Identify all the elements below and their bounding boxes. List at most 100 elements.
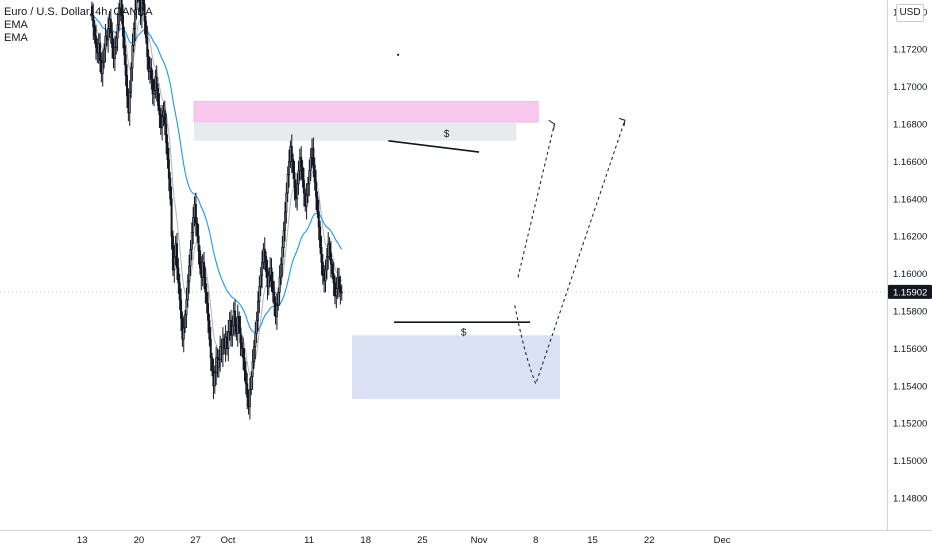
candle-body xyxy=(309,157,312,172)
candle-body xyxy=(107,28,110,41)
current-price-label: 1.15902 xyxy=(893,287,927,298)
candle-body xyxy=(189,248,192,267)
projection-down-up-line xyxy=(514,120,626,386)
candle-body xyxy=(265,256,268,273)
candle-body xyxy=(92,15,95,28)
price-tick-label: 1.16400 xyxy=(893,194,927,205)
candle-body xyxy=(301,166,304,181)
candle-body xyxy=(288,160,291,175)
price-tick-label: 1.17200 xyxy=(893,45,927,56)
time-axis-bg xyxy=(0,530,932,550)
candle-body xyxy=(208,319,211,340)
candle-body xyxy=(246,383,249,398)
candle-body xyxy=(147,56,150,73)
candle-body xyxy=(182,327,185,340)
candle-body xyxy=(244,370,247,385)
time-tick-label: 13 xyxy=(77,535,88,546)
supply-grey-zone xyxy=(193,122,517,141)
candle-body xyxy=(320,247,323,263)
price-tick-label: 1.15600 xyxy=(893,344,927,355)
time-tick-label: 27 xyxy=(190,535,201,546)
candle-body xyxy=(161,116,164,129)
candle-body xyxy=(134,9,137,30)
candle-body xyxy=(211,357,214,372)
candle-body xyxy=(279,263,282,278)
candle-body xyxy=(167,159,170,179)
time-tick-label: 22 xyxy=(644,535,655,546)
candle-body xyxy=(250,376,253,390)
candle-body xyxy=(325,256,328,271)
candle-body xyxy=(104,35,107,50)
time-tick-label: 8 xyxy=(533,535,538,546)
candle-body xyxy=(153,89,156,95)
candle-body xyxy=(217,359,220,368)
candle-body xyxy=(209,338,212,359)
candle-body xyxy=(117,7,120,26)
price-tick-label: 1.15200 xyxy=(893,419,927,430)
price-tick-label: 1.16800 xyxy=(893,120,927,131)
candle-body xyxy=(185,299,188,316)
candle-body xyxy=(306,183,309,196)
candle-body xyxy=(258,286,261,303)
candle-body xyxy=(313,164,316,183)
candle-body xyxy=(317,211,320,228)
candle-body xyxy=(332,273,335,284)
candle-body xyxy=(273,291,276,304)
price-tick-label: 1.14800 xyxy=(893,494,927,505)
candle-body xyxy=(204,276,207,293)
symbol-title[interactable]: Euro / U.S. Dollar, 4h, OANDA xyxy=(4,6,153,18)
candle-body xyxy=(190,232,193,250)
candle-body xyxy=(257,301,260,321)
candle-body xyxy=(194,204,197,224)
candle-body xyxy=(277,291,280,306)
time-tick-label: 25 xyxy=(417,535,428,546)
time-tick-label: 15 xyxy=(587,535,598,546)
candle-body xyxy=(121,15,124,37)
supply-zone xyxy=(193,101,539,123)
candle-body xyxy=(169,177,172,200)
candle-body xyxy=(267,275,270,288)
candle-body xyxy=(135,0,138,11)
liquidity-label-bottom: $ xyxy=(461,327,467,338)
candle-body xyxy=(144,20,147,39)
candle-body xyxy=(234,310,237,325)
price-tick-label: 1.16600 xyxy=(893,157,927,168)
candle-body xyxy=(184,314,187,329)
ema-fast-legend[interactable]: EMA xyxy=(4,19,28,31)
candle-body xyxy=(335,288,338,297)
candle-body xyxy=(180,299,183,319)
candle-body xyxy=(321,261,324,276)
candle-body xyxy=(177,267,180,284)
candle-body xyxy=(131,45,134,69)
candle-body xyxy=(186,280,189,301)
candle-body xyxy=(308,170,311,185)
candle-body xyxy=(339,286,342,293)
candle-body xyxy=(248,389,251,407)
candle-body xyxy=(243,357,246,372)
candle-body xyxy=(163,110,166,125)
candle-body xyxy=(158,104,161,116)
liquidity-label-top: $ xyxy=(444,129,450,140)
candle-body xyxy=(143,3,146,22)
currency-button[interactable]: USD xyxy=(896,4,924,22)
candle-body xyxy=(120,0,123,16)
time-tick-label: Nov xyxy=(471,535,488,546)
candle-body xyxy=(285,192,288,213)
candle-body xyxy=(101,61,104,74)
time-tick-label: 11 xyxy=(304,535,314,546)
price-tick-label: 1.16200 xyxy=(893,232,927,243)
marker-dot xyxy=(397,53,400,56)
time-tick-label: Oct xyxy=(221,535,236,546)
candle-body xyxy=(231,325,234,336)
candle-body xyxy=(93,26,96,37)
candle-body xyxy=(338,276,341,288)
candle-body xyxy=(109,18,112,33)
candle-body xyxy=(165,123,168,144)
candle-body xyxy=(316,196,319,213)
candle-body xyxy=(251,361,254,377)
ema-slow-legend[interactable]: EMA xyxy=(4,32,28,44)
time-tick-label: 18 xyxy=(360,535,371,546)
price-tick-label: 1.17000 xyxy=(893,82,927,93)
